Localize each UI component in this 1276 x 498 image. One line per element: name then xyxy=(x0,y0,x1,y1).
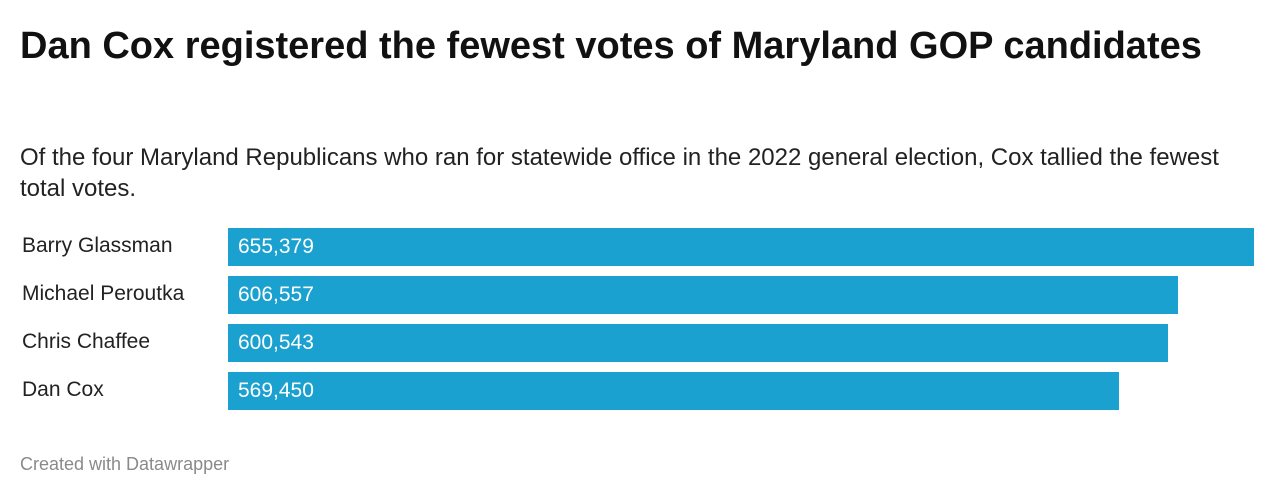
bar-category-label: Chris Chaffee xyxy=(22,330,151,353)
bar-category-label: Barry Glassman xyxy=(22,234,173,257)
chart-subtitle: Of the four Maryland Republicans who ran… xyxy=(20,144,1219,202)
bar-value-label: 600,543 xyxy=(238,331,314,354)
bar-value-label: 569,450 xyxy=(238,379,314,402)
datawrapper-credit: Created with Datawrapper xyxy=(20,454,230,474)
bar xyxy=(228,324,1168,362)
bar xyxy=(228,228,1254,266)
bar-category-label: Dan Cox xyxy=(22,378,104,401)
bar-chart: Barry Glassman 655,379 Michael Peroutka 606… xyxy=(0,226,1276,416)
bar-value-label: 655,379 xyxy=(238,235,314,258)
bar-category-label: Michael Peroutka xyxy=(22,282,185,305)
bar-row: Michael Peroutka 606,557 xyxy=(0,274,1276,314)
bar-row: Chris Chaffee 600,543 xyxy=(0,322,1276,362)
bar xyxy=(228,372,1119,410)
chart-title: Dan Cox registered the fewest votes of M… xyxy=(20,25,1202,67)
bar-row: Barry Glassman 655,379 xyxy=(0,226,1276,266)
bar-value-label: 606,557 xyxy=(238,283,314,306)
bar xyxy=(228,276,1178,314)
bar-row: Dan Cox 569,450 xyxy=(0,370,1276,410)
